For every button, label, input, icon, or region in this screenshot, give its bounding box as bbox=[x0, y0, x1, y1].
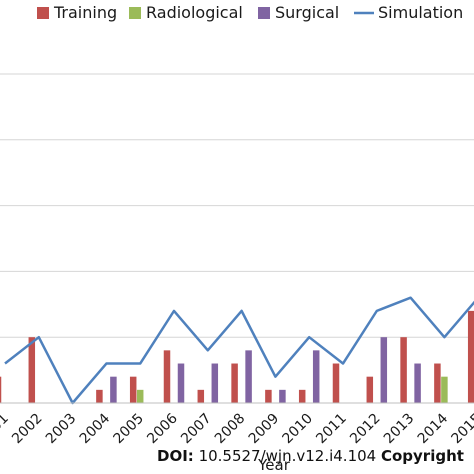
legend-label-radiological: Radiological bbox=[146, 3, 243, 22]
x-tick-label: 2001 bbox=[0, 411, 12, 448]
bar-surgical-2007 bbox=[211, 363, 219, 403]
x-tick-label: 2013 bbox=[381, 411, 418, 448]
bar-training-2014 bbox=[434, 363, 441, 403]
x-tick-label: 2003 bbox=[43, 411, 80, 448]
doi-value: 10.5527/wjn.v12.i4.104 bbox=[193, 447, 381, 465]
doi-label: DOI: bbox=[157, 447, 194, 465]
x-tick-label: 2005 bbox=[111, 411, 148, 448]
bar-surgical-2013 bbox=[414, 363, 421, 403]
x-axis: 2001200220032004200520062007200820092010… bbox=[0, 402, 474, 448]
bar-training-2015 bbox=[467, 310, 474, 403]
bar-surgical-2006 bbox=[177, 363, 185, 403]
bar-training-2008 bbox=[231, 363, 238, 403]
bar-training-2010 bbox=[298, 389, 306, 403]
bar-surgical-2012 bbox=[380, 337, 388, 403]
bar-surgical-2009 bbox=[279, 389, 286, 403]
legend-swatch-surgical bbox=[258, 7, 270, 19]
bar-training-2007 bbox=[197, 389, 205, 403]
bar-training-2006 bbox=[163, 350, 171, 403]
legend-label-surgical: Surgical bbox=[275, 3, 339, 22]
x-tick-label: 2012 bbox=[347, 411, 384, 448]
bar-radiological-2005 bbox=[136, 389, 144, 403]
x-tick-label: 2009 bbox=[246, 411, 283, 448]
series-line-simulation bbox=[4, 296, 474, 405]
x-tick-label: 2008 bbox=[212, 411, 249, 448]
bar-training-2013 bbox=[400, 337, 407, 403]
bar-training-2002 bbox=[28, 337, 36, 403]
bars bbox=[0, 310, 474, 403]
x-tick-label: 2011 bbox=[313, 411, 350, 448]
bar-training-2012 bbox=[366, 376, 374, 403]
simulation-line bbox=[4, 296, 474, 405]
x-tick-label: 2010 bbox=[280, 411, 317, 448]
legend-label-simulation: Simulation bbox=[378, 3, 463, 22]
bar-surgical-2004 bbox=[110, 376, 117, 403]
x-tick-label: 2004 bbox=[77, 410, 114, 447]
legend-swatch-radiological bbox=[129, 7, 141, 19]
copyright-label: Copyright bbox=[380, 447, 464, 465]
bar-surgical-2010 bbox=[312, 350, 320, 403]
bar-training-2004 bbox=[96, 389, 103, 403]
bar-training-2011 bbox=[332, 363, 340, 403]
x-tick-label: 2015 bbox=[449, 411, 474, 448]
x-tick-label: 2014 bbox=[415, 410, 452, 447]
bar-training-2001 bbox=[0, 376, 2, 403]
legend-label-training: Training bbox=[53, 3, 117, 22]
gridlines bbox=[0, 73, 474, 338]
bar-radiological-2014 bbox=[441, 376, 448, 403]
bar-surgical-2008 bbox=[245, 350, 252, 403]
x-tick-label: 2007 bbox=[178, 411, 215, 448]
doi-footer: DOI: 10.5527/wjn.v12.i4.104 Copyright bbox=[157, 447, 464, 465]
legend-swatch-training bbox=[37, 7, 49, 19]
legend: Training Radiological Surgical Simulation bbox=[37, 3, 463, 22]
x-tick-label: 2006 bbox=[144, 410, 181, 447]
x-axis-title: Year bbox=[257, 456, 291, 474]
bar-training-2009 bbox=[265, 389, 272, 403]
bar-training-2005 bbox=[129, 376, 137, 403]
x-tick-label: 2002 bbox=[9, 411, 46, 448]
